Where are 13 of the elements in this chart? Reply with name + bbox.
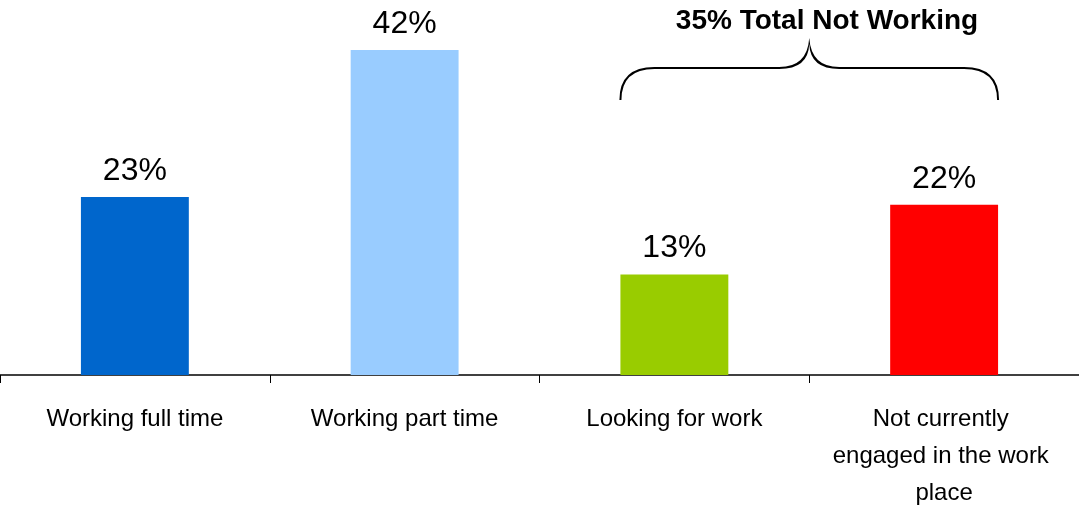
data-label: 13% — [642, 228, 707, 265]
data-label: 23% — [102, 151, 167, 188]
x-tick-label: Working full time — [46, 404, 224, 431]
data-label: 22% — [912, 158, 977, 195]
x-tick-label: Working part time — [310, 404, 499, 431]
text: 35% Total Not Working — [675, 3, 979, 35]
x-tick-label: Looking for work — [586, 404, 764, 431]
bar — [350, 50, 459, 375]
x-tick-label: Not currently engaged in the work place — [832, 404, 1056, 505]
bar — [890, 204, 999, 375]
bar — [620, 274, 729, 375]
bar — [80, 197, 189, 375]
data-label: 42% — [372, 4, 437, 40]
